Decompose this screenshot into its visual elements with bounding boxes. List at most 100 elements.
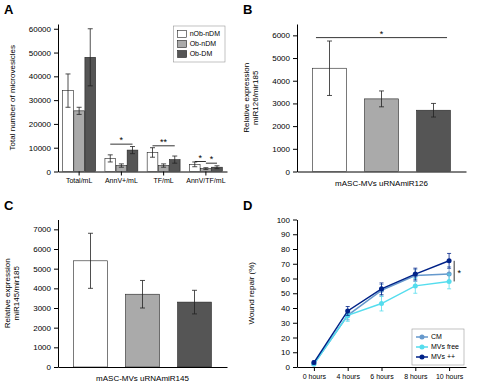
tick-mark	[54, 53, 58, 54]
tick-label: 0	[286, 168, 291, 177]
tick-label: 60	[281, 275, 290, 284]
y-tick: 60	[281, 275, 297, 284]
tick-mark	[293, 338, 297, 339]
tick-mark	[293, 81, 297, 82]
y-tick: 50000	[29, 49, 58, 58]
tick-mark	[54, 269, 58, 270]
error-bar	[203, 168, 208, 170]
x-axis-label: mASC-MVs uRNAmiR126	[335, 179, 428, 188]
axis-line	[59, 172, 228, 173]
legend-label: Ob-DM	[190, 50, 213, 57]
plot-area: *0100020003000400050006000	[272, 25, 466, 177]
panel-label: C	[4, 198, 14, 213]
legend-swatch	[419, 355, 424, 360]
significance-label: **	[160, 137, 168, 147]
tick-mark	[293, 103, 297, 104]
y-axis: 01000200030004000500060007000	[33, 220, 58, 372]
tick-label: 0	[47, 168, 52, 177]
y-axis-label: Wound repair (%)	[247, 262, 256, 325]
legend-label: MVs free	[431, 343, 459, 350]
point	[379, 286, 384, 291]
tick-mark	[293, 126, 297, 127]
error-bar	[447, 274, 451, 289]
panel: *01020304050607080901000 hours4 hours6 h…	[243, 198, 467, 380]
y-axis-label: Total number of microvesicles	[8, 45, 17, 150]
legend-item: MVs free	[416, 343, 459, 350]
tick-label: 4000	[33, 284, 51, 293]
panel-label: A	[4, 2, 14, 17]
y-tick: 1000	[272, 145, 297, 154]
error-bar	[380, 283, 384, 295]
tick-mark	[54, 100, 58, 101]
tick-label: Total/mL	[66, 177, 93, 184]
plot-area: 01000200030004000500060007000	[33, 220, 227, 372]
tick-label: 1000	[33, 343, 51, 352]
tick-mark	[54, 124, 58, 125]
y-tick: 50	[281, 289, 297, 298]
tick-label: 50000	[29, 49, 52, 58]
bar	[201, 169, 212, 172]
y-tick: 40000	[29, 72, 58, 81]
axis-line	[59, 367, 228, 368]
error-bar	[431, 103, 436, 117]
y-tick: 10	[281, 348, 297, 357]
point	[413, 283, 418, 288]
y-tick: 2000	[272, 122, 297, 131]
significance-label: *	[199, 153, 203, 163]
tick-label: 20000	[29, 120, 52, 129]
tick-mark	[163, 172, 164, 176]
tick-label: 50	[281, 289, 290, 298]
point	[447, 279, 452, 284]
y-tick: 0	[286, 168, 297, 177]
error-bar	[77, 107, 82, 114]
error-bar	[150, 148, 155, 158]
chart: *****0100002000030000400005000060000Tota…	[0, 0, 478, 391]
x-tick: 4 hours	[337, 367, 361, 380]
marks	[63, 29, 223, 172]
tick-mark	[293, 293, 297, 294]
tick-label: 7000	[33, 225, 51, 234]
y-tick: 5000	[33, 265, 58, 274]
tick-label: 90	[281, 230, 290, 239]
tick-mark	[348, 367, 349, 371]
tick-mark	[293, 149, 297, 150]
legend-swatch	[419, 335, 424, 340]
legend-swatch	[419, 345, 424, 350]
tick-mark	[121, 172, 122, 176]
y-axis-label-line: Relative expression	[3, 258, 12, 328]
point	[413, 272, 418, 277]
tick-label: 100	[277, 216, 291, 225]
tick-label: 10000	[29, 144, 52, 153]
significance-label: *	[210, 154, 214, 164]
y-tick: 4000	[272, 77, 297, 86]
y-tick: 7000	[33, 225, 58, 234]
axis-line	[298, 172, 467, 173]
x-tick: 6 hours	[370, 367, 394, 380]
legend: nOb-nDMOb-nDMOb-DM	[174, 26, 225, 62]
y-tick: 20000	[29, 120, 58, 129]
tick-label: AnnV/TF/mL	[186, 177, 225, 184]
y-tick: 60000	[29, 25, 58, 34]
error-bar	[447, 253, 451, 268]
error-bar	[140, 280, 145, 308]
y-axis-label-line: miR126/mir185	[251, 70, 260, 125]
tick-mark	[205, 172, 206, 176]
y-tick: 20	[281, 334, 297, 343]
error-bar	[88, 29, 93, 86]
y-tick: 6000	[33, 245, 58, 254]
error-bar	[192, 290, 197, 314]
x-axis	[298, 172, 467, 173]
tick-mark	[54, 347, 58, 348]
panel: *0100020003000400050006000Relative expre…	[242, 2, 466, 188]
y-axis-label-line: Total number of microvesicles	[8, 45, 17, 150]
y-tick: 70	[281, 260, 297, 269]
tick-label: 0 hours	[303, 373, 327, 380]
tick-label: 80	[281, 245, 290, 254]
y-tick: 3000	[33, 304, 58, 313]
y-tick: 10000	[29, 144, 58, 153]
plot-area: *01020304050607080901000 hours4 hours6 h…	[277, 216, 467, 380]
tick-mark	[382, 367, 383, 371]
x-tick: TF/mL	[154, 172, 174, 185]
x-tick: 0 hours	[303, 367, 327, 380]
y-tick: 80	[281, 245, 297, 254]
